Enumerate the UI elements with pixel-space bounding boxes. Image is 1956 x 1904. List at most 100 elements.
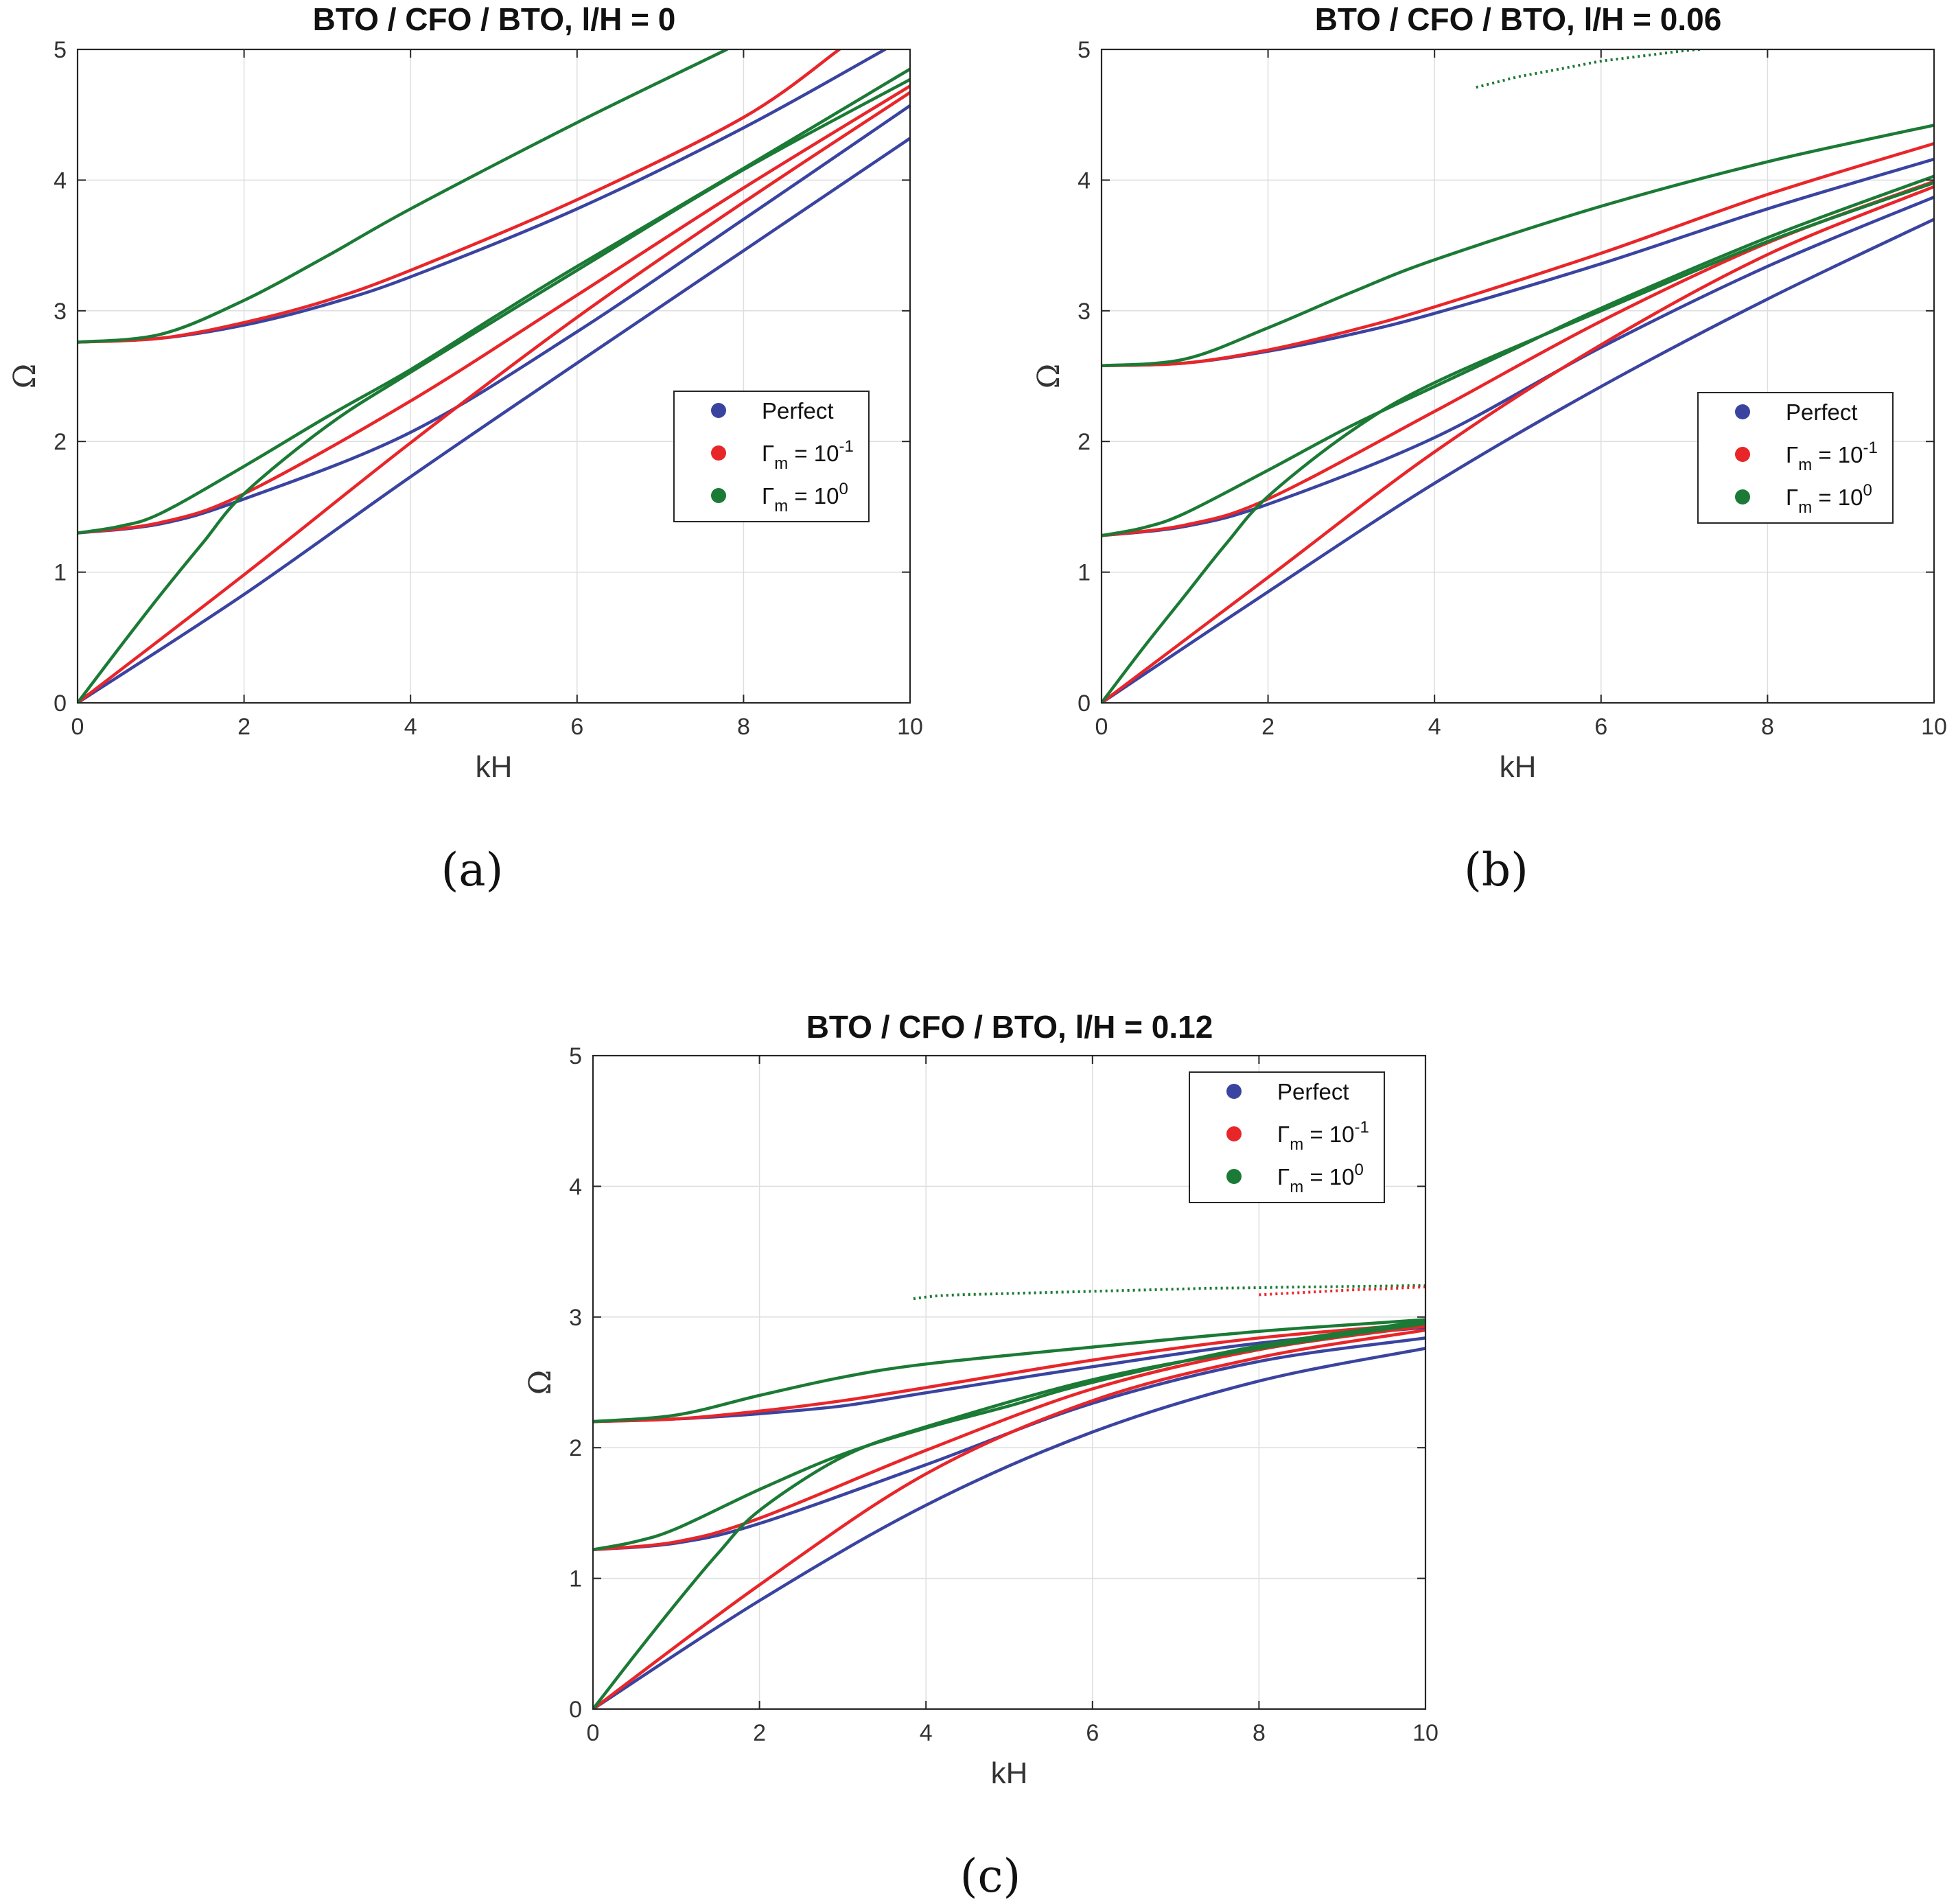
x-tick-label: 6 [1086, 1720, 1099, 1746]
legend-gamma-symbol: Γ [1277, 1164, 1290, 1189]
series-line-gm01-branch-1 [593, 1328, 1425, 1709]
legend-gamma-symbol: Γ [1277, 1122, 1290, 1147]
legend-superscript: -1 [1355, 1118, 1369, 1137]
legend-superscript: -1 [1863, 439, 1878, 457]
series-line-gm1-branch-3 [78, 49, 729, 344]
series-line-gm1-branch-2 [593, 1319, 1425, 1551]
series-line-gm1-branch-3 [1102, 124, 1934, 368]
y-tick-label: 3 [54, 299, 67, 325]
series-line-gm1-branch-3 [593, 1318, 1425, 1424]
legend-marker-perfect [1735, 404, 1750, 419]
x-tick-label: 10 [897, 714, 923, 740]
y-tick-label: 1 [569, 1566, 582, 1592]
legend-subscript: m [1798, 498, 1812, 517]
x-tick-label: 0 [71, 714, 84, 740]
x-tick-label: 10 [1921, 714, 1947, 740]
y-tick-label: 1 [54, 560, 67, 586]
legend-equation: = 10 [1812, 485, 1863, 510]
series-line-gm1-branch-1 [1102, 181, 1934, 703]
y-tick-label: 5 [569, 1043, 582, 1069]
scatter-points-gm1 [1476, 49, 1701, 89]
x-axis-label: kH [1500, 750, 1537, 784]
x-tick-label: 2 [237, 714, 251, 740]
legend-marker-gm1 [1226, 1169, 1242, 1184]
y-tick-label: 3 [569, 1305, 582, 1331]
series-line-perfect-branch-2 [1102, 195, 1934, 537]
legend-gamma-symbol: Γ [762, 441, 774, 466]
y-tick-label: 5 [54, 37, 67, 63]
legend-superscript: -1 [839, 437, 854, 456]
legend-label-perfect: Perfect [1786, 399, 1858, 425]
y-tick-label: 3 [1078, 299, 1091, 325]
y-tick-label: 2 [569, 1435, 582, 1461]
legend-subscript: m [1798, 456, 1812, 474]
legend-label-perfect: Perfect [1277, 1079, 1349, 1104]
scatter-points-gm1 [913, 1284, 1425, 1301]
panel-caption: (a) [441, 844, 504, 896]
x-tick-label: 10 [1412, 1720, 1439, 1746]
legend-superscript: 0 [839, 480, 848, 498]
series-line-perfect-branch-1 [1102, 218, 1934, 703]
legend-box [1189, 1071, 1385, 1203]
y-tick-label: 0 [1078, 690, 1091, 717]
legend-label-gm01: Γm = 10-1 [1277, 1118, 1369, 1154]
series-line-gm01-branch-3 [1102, 141, 1934, 368]
legend-box [673, 391, 870, 522]
series-line-gm1-branch-2 [1102, 174, 1934, 537]
series-line-gm01-branch-1 [78, 91, 910, 703]
legend-marker-gm01 [711, 445, 726, 461]
x-tick-label: 0 [1095, 714, 1108, 740]
legend-gamma-symbol: Γ [762, 483, 774, 509]
panel-c: BTO / CFO / BTO, l/H = 0.12 (c) 0 2 4 6 8 100… [523, 1009, 1439, 1903]
y-axis-label: Ω [8, 364, 43, 388]
series-line-gm01-branch-1 [1102, 185, 1934, 703]
panel-b: BTO / CFO / BTO, l/H = 0.06 (b) 0 2 4 6 8 100… [1032, 1, 1947, 896]
x-tick-label: 4 [920, 1720, 933, 1746]
y-tick-label: 4 [1078, 167, 1091, 194]
chart-title: BTO / CFO / BTO, l/H = 0.06 [1315, 1, 1722, 37]
legend-marker-gm01 [1735, 447, 1750, 462]
x-tick-label: 0 [587, 1720, 600, 1746]
series-group [1102, 49, 1934, 703]
legend-label-gm1: Γm = 100 [1277, 1161, 1364, 1196]
legend-subscript: m [774, 454, 788, 473]
legend-superscript: 0 [1863, 481, 1872, 500]
series-line-gm01-branch-2 [78, 84, 910, 535]
y-tick-label: 1 [1078, 560, 1091, 586]
legend-subscript: m [1290, 1135, 1303, 1154]
legend-label-gm1: Γm = 100 [1786, 481, 1872, 517]
x-axis-label: kH [476, 750, 513, 784]
legend: Perfect Γm = 10-1 Γm = 100 [1189, 1071, 1385, 1203]
legend-marker-perfect [711, 403, 726, 418]
chart-title: BTO / CFO / BTO, l/H = 0.12 [806, 1009, 1213, 1045]
panel-a: BTO / CFO / BTO, l/H = 0 (a) 0 2 4 6 8 10 0 1 2 3… [8, 1, 923, 896]
panel-caption: (c) [960, 1850, 1021, 1903]
x-tick-label: 4 [404, 714, 417, 740]
series-line-gm1-branch-2 [78, 67, 910, 535]
y-tick-label: 2 [1078, 429, 1091, 455]
legend-superscript: 0 [1355, 1161, 1364, 1179]
x-tick-label: 2 [753, 1720, 766, 1746]
series-line-perfect-branch-1 [593, 1347, 1425, 1709]
legend-box [1697, 392, 1894, 524]
legend-marker-gm01 [1226, 1126, 1242, 1141]
plot-area [1102, 49, 1934, 703]
legend-label-gm1: Γm = 100 [762, 480, 848, 515]
y-tick-label: 2 [54, 429, 67, 455]
y-tick-label: 4 [569, 1174, 582, 1200]
legend-subscript: m [774, 497, 788, 515]
axes-frame [1100, 48, 1935, 704]
y-axis-label: Ω [523, 1370, 558, 1395]
y-tick-label: 4 [54, 167, 67, 194]
legend-marker-perfect [1226, 1084, 1242, 1099]
series-line-gm01-branch-3 [593, 1322, 1425, 1424]
x-tick-label: 8 [1761, 714, 1774, 740]
legend-gamma-symbol: Γ [1786, 485, 1798, 510]
x-tick-label: 8 [737, 714, 750, 740]
x-tick-label: 2 [1261, 714, 1274, 740]
legend-equation: = 10 [1812, 442, 1863, 467]
plot-area [78, 49, 910, 703]
legend-label-gm01: Γm = 10-1 [762, 437, 854, 473]
